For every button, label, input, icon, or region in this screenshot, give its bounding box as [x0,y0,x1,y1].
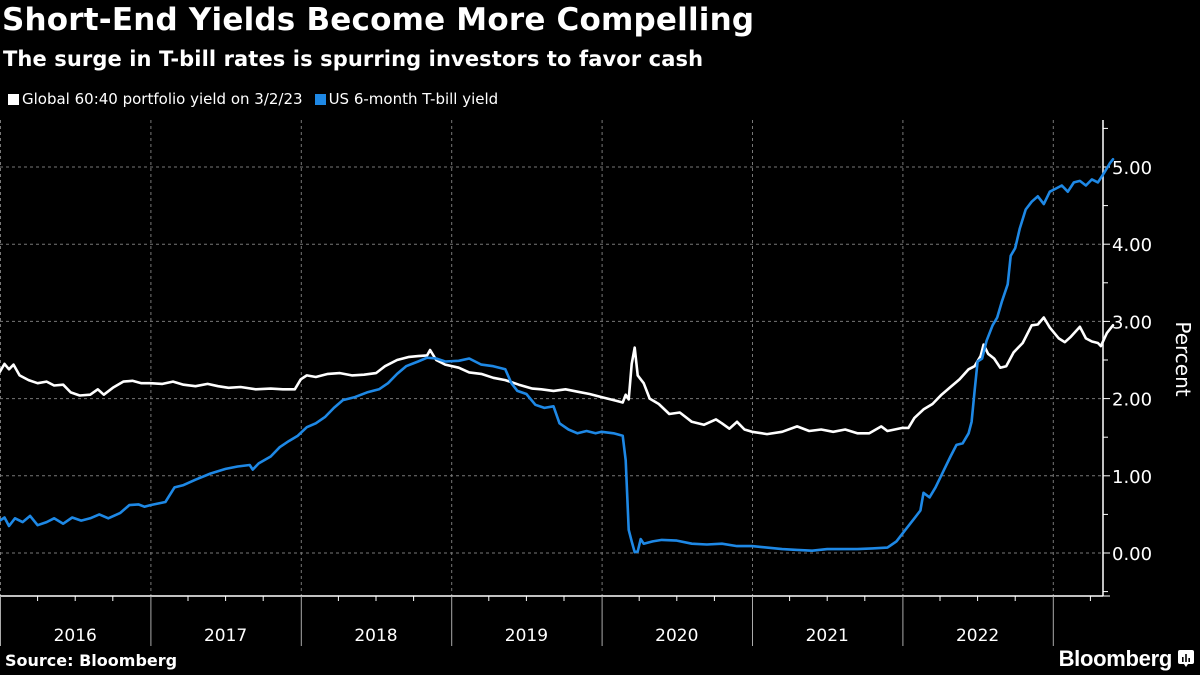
y-tick-label: 4.00 [1112,235,1152,256]
y-tick-label: 0.00 [1112,544,1152,565]
x-tick-label: 2021 [806,626,849,646]
y-tick-label: 2.00 [1112,390,1152,411]
chart-subtitle: The surge in T-bill rates is spurring in… [3,47,704,71]
series-line-tbill [0,158,1115,554]
legend: Global 60:40 portfolio yield on 3/2/23 U… [8,90,510,108]
bloomberg-logo: Bloomberg [1059,646,1194,672]
axes [0,120,1110,646]
x-tick-label: 2018 [354,626,397,646]
x-tick-label: 2017 [204,626,247,646]
legend-swatch-portfolio [8,93,19,105]
tick-labels: 2016 2017 2018 2019 2020 2021 2022 0.00 1.00 2.00… [54,158,1195,646]
x-tick-label: 2022 [956,626,999,646]
chart-title: Short-End Yields Become More Compelling [2,2,755,38]
series-line-portfolio [0,316,1115,436]
x-tick-label: 2016 [54,626,97,646]
legend-label-portfolio: Global 60:40 portfolio yield on 3/2/23 [22,90,303,108]
legend-item-tbill: US 6-month T-bill yield [314,90,499,108]
x-tick-label: 2019 [505,626,548,646]
grid [0,120,1103,596]
legend-item-portfolio: Global 60:40 portfolio yield on 3/2/23 [8,90,303,108]
y-tick-label: 1.00 [1112,467,1152,488]
legend-swatch-tbill [314,93,326,105]
series-group [0,158,1115,554]
legend-label-tbill: US 6-month T-bill yield [328,90,499,108]
y-tick-label: 5.00 [1112,158,1152,179]
y-tick-label: 3.00 [1112,312,1152,333]
logo-text: Bloomberg [1058,646,1173,671]
chart-bubble-icon [1178,650,1194,667]
y-axis-title: Percent [1171,321,1195,396]
source-note: Source: Bloomberg [5,651,178,670]
x-tick-label: 2020 [655,626,698,646]
